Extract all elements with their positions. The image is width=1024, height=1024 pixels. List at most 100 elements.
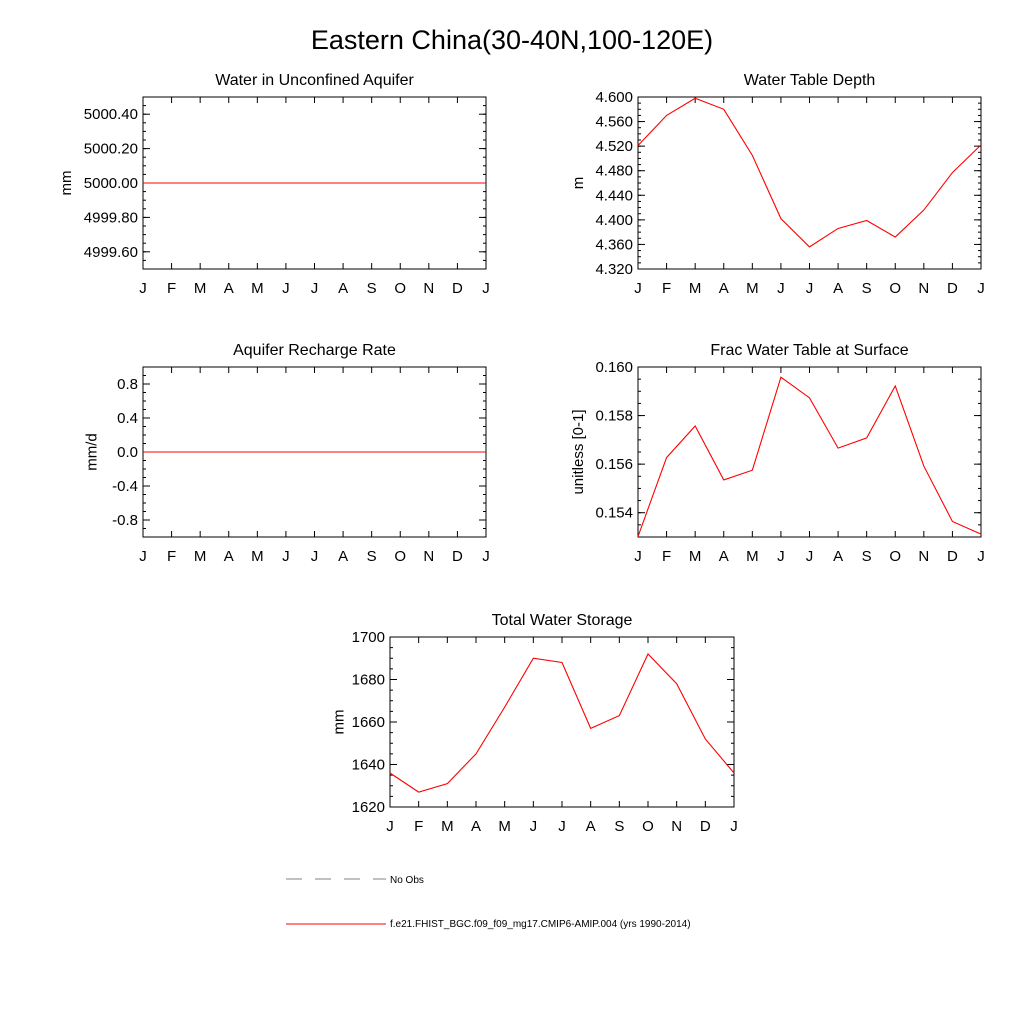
y-tick-label: -0.8 <box>112 512 138 529</box>
x-tick-label: A <box>586 818 596 835</box>
x-tick-label: M <box>746 280 759 297</box>
y-tick-label: 1620 <box>352 799 385 816</box>
y-tick-label: 1680 <box>352 672 385 689</box>
x-tick-label: J <box>730 818 738 835</box>
x-tick-label: O <box>889 548 901 565</box>
x-tick-label: J <box>482 280 490 297</box>
y-tick-label: 0.8 <box>117 376 138 393</box>
panel-title: Water in Unconfined Aquifer <box>215 72 414 89</box>
y-tick-label: -0.4 <box>112 478 138 495</box>
x-tick-label: J <box>482 548 490 565</box>
y-tick-label: 0.0 <box>117 444 138 461</box>
x-tick-label: M <box>689 280 702 297</box>
x-tick-label: A <box>833 280 843 297</box>
y-tick-label: 5000.40 <box>84 106 138 123</box>
y-axis-label: m <box>570 177 587 190</box>
x-tick-label: F <box>662 280 671 297</box>
x-tick-label: F <box>167 548 176 565</box>
y-axis-label: mm <box>58 171 75 196</box>
y-tick-label: 4999.60 <box>84 244 138 261</box>
x-tick-label: S <box>367 280 377 297</box>
x-tick-label: J <box>777 548 785 565</box>
x-tick-label: J <box>977 280 985 297</box>
x-tick-label: A <box>719 548 729 565</box>
x-tick-label: S <box>862 548 872 565</box>
x-tick-label: A <box>719 280 729 297</box>
y-tick-label: 5000.00 <box>84 175 138 192</box>
x-tick-label: D <box>947 280 958 297</box>
x-tick-label: J <box>139 280 147 297</box>
y-tick-label: 1660 <box>352 714 385 731</box>
x-tick-label: J <box>282 548 290 565</box>
x-tick-label: D <box>452 280 463 297</box>
plot-frame <box>637 96 982 270</box>
plot-frame <box>637 366 982 538</box>
x-tick-label: N <box>918 280 929 297</box>
y-tick-label: 0.154 <box>595 505 633 522</box>
x-tick-label: F <box>167 280 176 297</box>
x-tick-label: M <box>194 280 207 297</box>
x-tick-label: O <box>642 818 654 835</box>
y-axis-label: unitless [0-1] <box>570 409 587 494</box>
x-tick-label: J <box>139 548 147 565</box>
x-tick-label: J <box>634 280 642 297</box>
y-tick-label: 4.320 <box>595 261 633 278</box>
x-tick-label: M <box>498 818 511 835</box>
x-tick-label: J <box>634 548 642 565</box>
x-tick-label: M <box>251 548 264 565</box>
x-tick-label: M <box>689 548 702 565</box>
x-tick-label: F <box>662 548 671 565</box>
x-tick-label: A <box>224 280 234 297</box>
x-tick-label: M <box>251 280 264 297</box>
y-tick-label: 0.4 <box>117 410 138 427</box>
y-tick-label: 0.160 <box>595 359 633 376</box>
x-tick-label: A <box>833 548 843 565</box>
x-tick-label: A <box>224 548 234 565</box>
x-tick-label: J <box>806 548 814 565</box>
series-line <box>637 376 982 537</box>
y-tick-label: 5000.20 <box>84 141 138 158</box>
y-tick-label: 4.480 <box>595 163 633 180</box>
x-tick-label: A <box>338 548 348 565</box>
y-tick-label: 4.560 <box>595 114 633 131</box>
panel-title: Water Table Depth <box>744 72 876 89</box>
y-tick-label: 4.520 <box>595 138 633 155</box>
y-tick-label: 4.600 <box>595 89 633 106</box>
y-tick-label: 4.440 <box>595 187 633 204</box>
x-tick-label: J <box>282 280 290 297</box>
x-tick-label: O <box>889 280 901 297</box>
x-tick-label: J <box>530 818 538 835</box>
x-tick-label: N <box>423 548 434 565</box>
panel-title: Aquifer Recharge Rate <box>233 342 396 359</box>
x-tick-label: S <box>367 548 377 565</box>
x-tick-label: J <box>977 548 985 565</box>
panel-title: Total Water Storage <box>492 612 633 629</box>
y-tick-label: 4.360 <box>595 236 633 253</box>
x-tick-label: J <box>311 280 319 297</box>
x-tick-label: M <box>746 548 759 565</box>
x-tick-label: O <box>394 280 406 297</box>
x-tick-label: N <box>423 280 434 297</box>
y-tick-label: 0.156 <box>595 456 633 473</box>
x-tick-label: D <box>700 818 711 835</box>
x-tick-label: J <box>558 818 566 835</box>
legend-label-no-obs: No Obs <box>390 875 424 886</box>
x-tick-label: M <box>441 818 454 835</box>
x-tick-label: N <box>671 818 682 835</box>
x-tick-label: S <box>862 280 872 297</box>
panel-title: Frac Water Table at Surface <box>710 342 908 359</box>
series-line <box>637 97 982 248</box>
legend-label-model: f.e21.FHIST_BGC.f09_f09_mg17.CMIP6-AMIP.… <box>390 919 691 930</box>
x-tick-label: J <box>777 280 785 297</box>
y-tick-label: 4.400 <box>595 212 633 229</box>
x-tick-label: F <box>414 818 423 835</box>
x-tick-label: O <box>394 548 406 565</box>
x-tick-label: J <box>806 280 814 297</box>
